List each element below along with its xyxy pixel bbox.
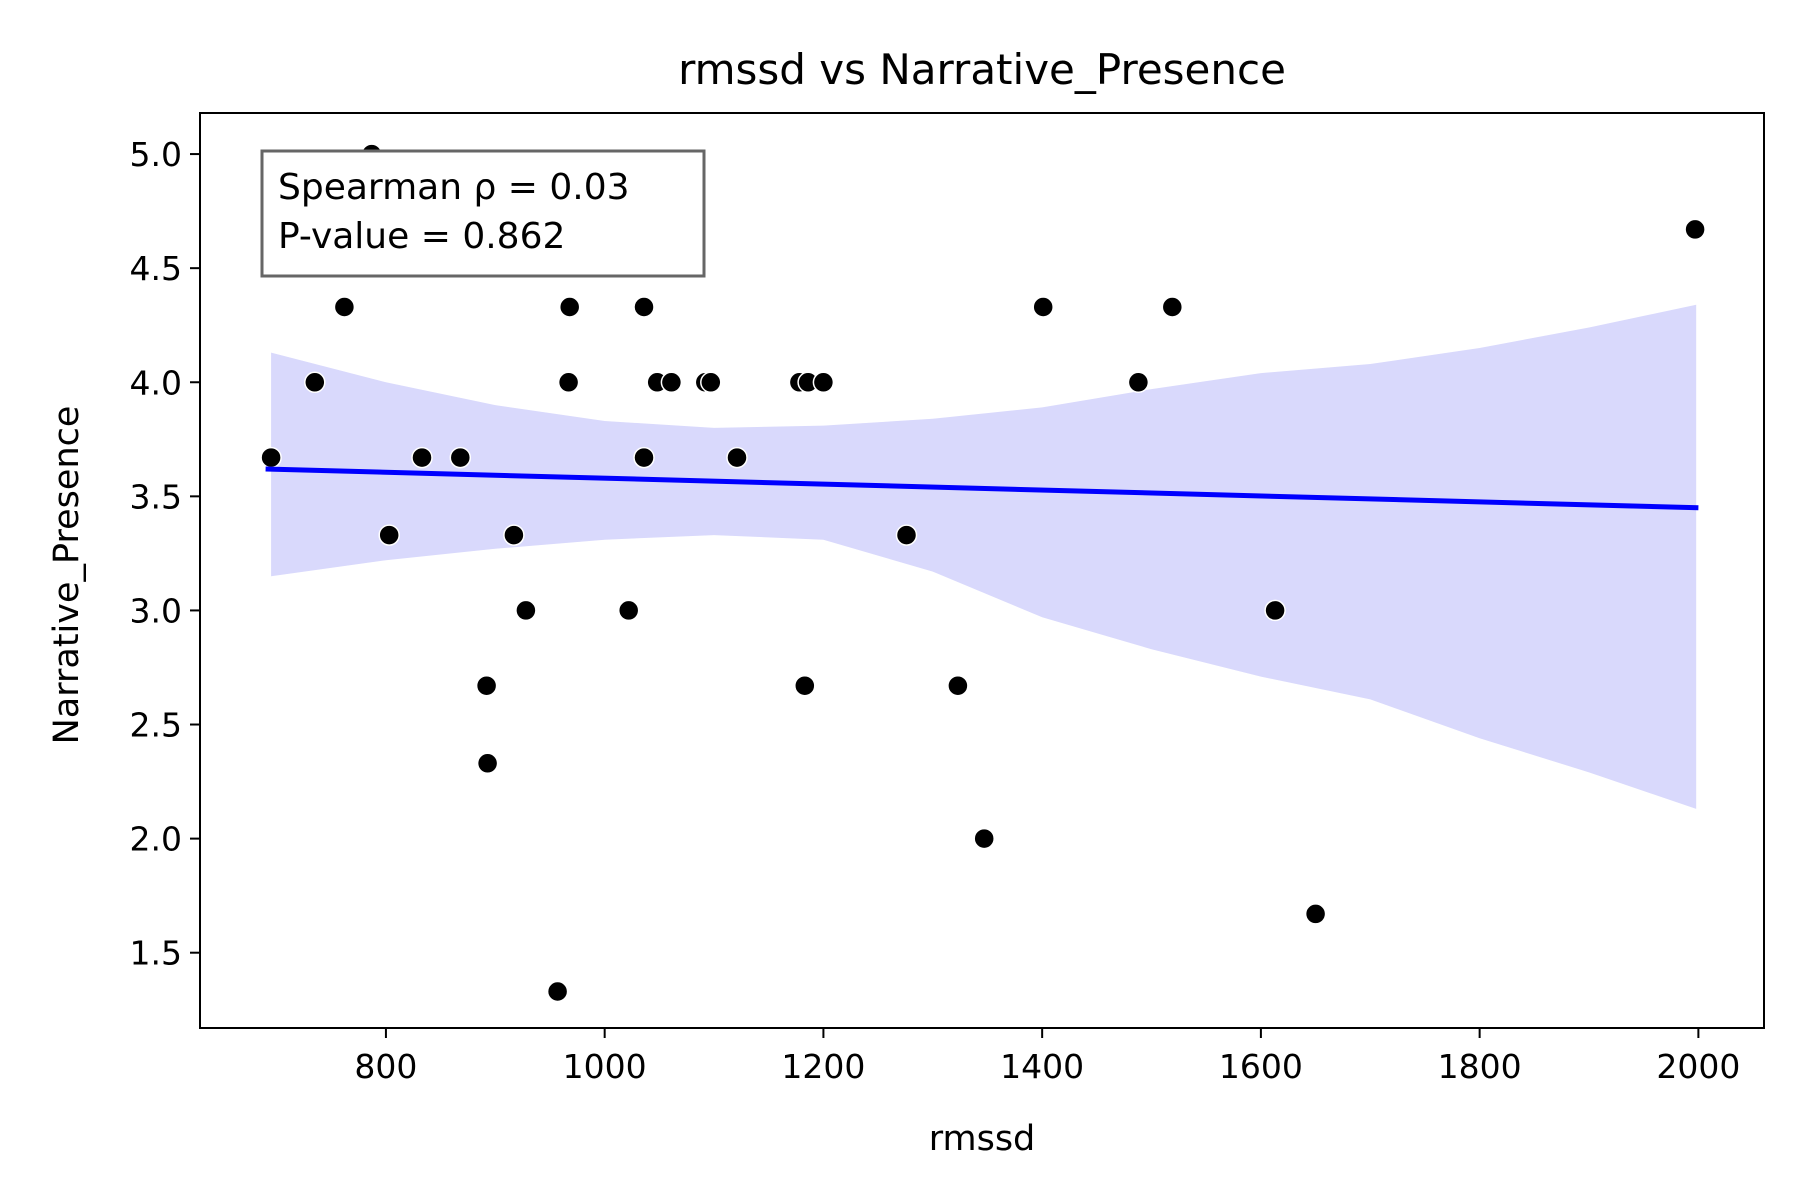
chart-title: rmssd vs Narrative_Presence [678, 45, 1286, 94]
data-point [617, 599, 640, 622]
x-tick-label: 2000 [1656, 1047, 1740, 1086]
x-tick-label: 1200 [781, 1047, 865, 1086]
stats-annotation: Spearman ρ = 0.03 P-value = 0.862 [260, 149, 706, 278]
data-point [557, 371, 580, 394]
data-point [411, 446, 433, 469]
y-tick-label: 3.5 [130, 477, 182, 516]
data-point [1684, 218, 1706, 241]
plot-frame [199, 112, 1765, 1029]
x-tick-label: 1000 [563, 1047, 647, 1086]
y-axis-title: Narrative_Presence [47, 406, 87, 745]
data-point [515, 599, 537, 622]
y-tick-label: 5.0 [130, 135, 182, 174]
data-point [304, 371, 326, 394]
data-point [1032, 296, 1054, 318]
data-point [726, 446, 748, 469]
data-point [546, 980, 569, 1003]
y-tick-label: 1.5 [130, 934, 182, 973]
data-point [633, 296, 655, 318]
data-point [947, 674, 969, 697]
data-point [378, 524, 400, 546]
regression-line [265, 466, 1699, 511]
y-tick-label: 2.0 [130, 820, 182, 859]
x-axis-ticks: 800 1000 1200 1400 1600 1800 2000 [354, 1028, 1740, 1086]
data-point [700, 371, 722, 394]
data-point [633, 446, 655, 469]
x-tick-label: 800 [354, 1047, 417, 1086]
stats-annotation-box [260, 149, 706, 278]
x-tick-label: 1600 [1219, 1047, 1303, 1086]
data-point [333, 296, 356, 318]
data-point [660, 371, 683, 394]
confidence-band-layer [271, 304, 1697, 809]
x-tick-label: 1400 [1000, 1047, 1084, 1086]
data-point [973, 827, 995, 850]
data-point [260, 446, 282, 469]
regression-line-layer [265, 466, 1699, 511]
data-point [1127, 371, 1150, 394]
data-point [503, 524, 525, 546]
data-point [476, 752, 499, 775]
data-point [812, 371, 835, 394]
spearman-text: Spearman ρ = 0.03 [278, 167, 630, 208]
data-point [558, 296, 581, 318]
data-point [475, 674, 498, 697]
data-point [1161, 296, 1184, 318]
y-tick-label: 3.0 [130, 591, 182, 630]
y-tick-label: 2.5 [130, 706, 182, 745]
data-point [1264, 599, 1286, 622]
x-axis-title: rmssd [929, 1119, 1036, 1159]
pvalue-text: P-value = 0.862 [278, 216, 565, 257]
points-layer [260, 143, 1706, 1003]
data-point [449, 446, 472, 469]
confidence-band [271, 304, 1697, 809]
data-point [895, 524, 918, 546]
data-point [1304, 903, 1327, 925]
data-point [794, 674, 816, 697]
x-tick-label: 1800 [1438, 1047, 1522, 1086]
y-tick-label: 4.0 [130, 363, 182, 402]
y-axis-ticks: 1.5 2.0 2.5 3.0 3.5 4.0 4.5 5.0 [130, 135, 200, 973]
y-tick-label: 4.5 [130, 249, 182, 288]
